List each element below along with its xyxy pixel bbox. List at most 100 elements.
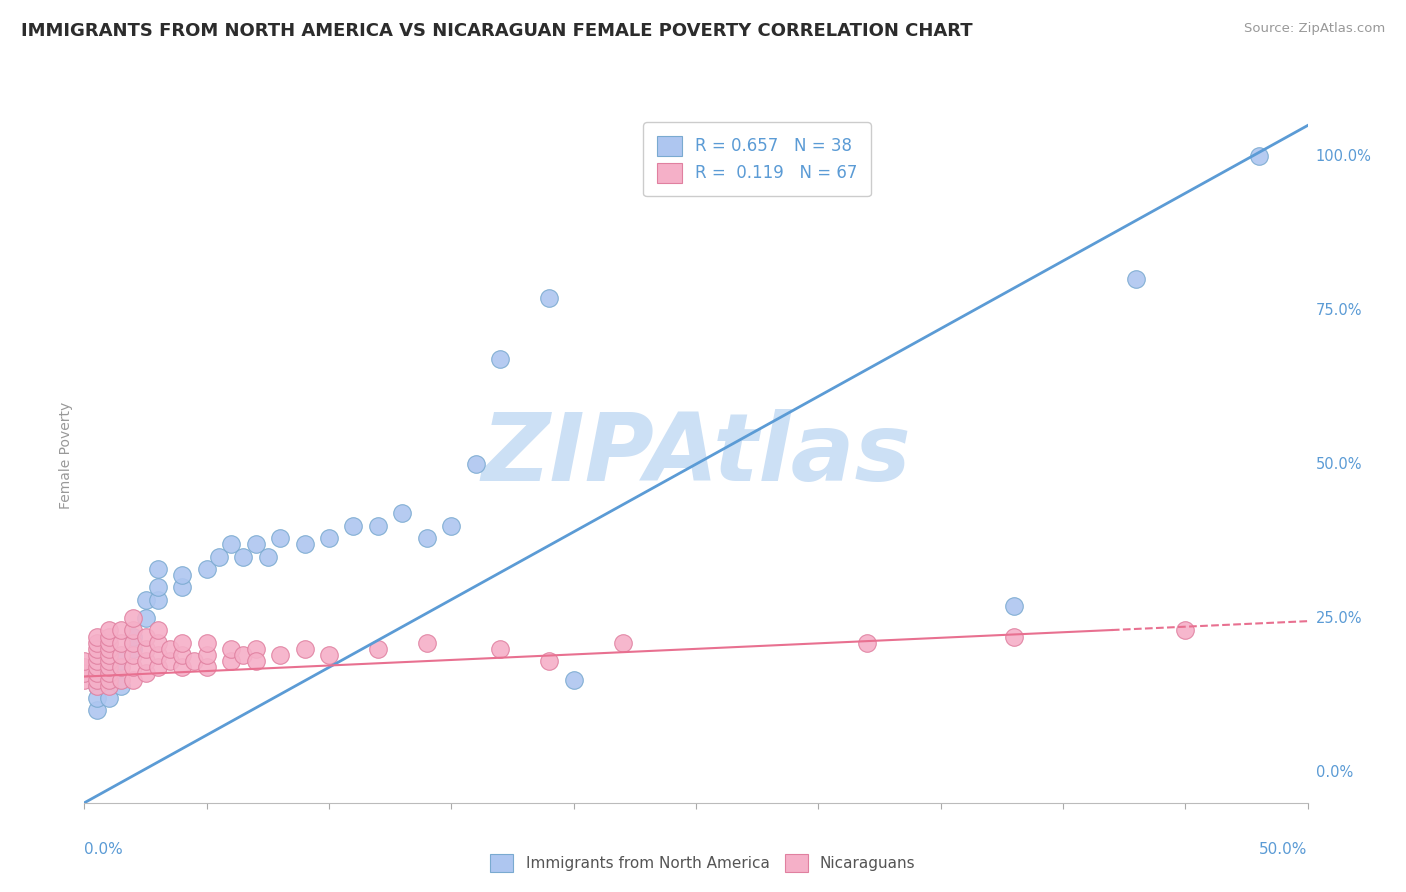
Point <box>1002 599 1025 613</box>
Point <box>612 636 634 650</box>
Point <box>122 660 145 674</box>
Point <box>269 531 291 545</box>
Point <box>135 666 157 681</box>
Point <box>97 660 120 674</box>
Point <box>294 537 316 551</box>
Point <box>464 457 486 471</box>
Point <box>86 654 108 668</box>
Point <box>86 679 108 693</box>
Point <box>110 679 132 693</box>
Point <box>110 673 132 687</box>
Point <box>172 636 194 650</box>
Point <box>135 654 157 668</box>
Text: 0.0%: 0.0% <box>1316 764 1353 780</box>
Point <box>86 691 108 706</box>
Point <box>538 291 561 305</box>
Point <box>1125 272 1147 286</box>
Point <box>110 636 132 650</box>
Point <box>856 636 879 650</box>
Point <box>146 624 169 638</box>
Point <box>1247 149 1270 163</box>
Point <box>219 641 242 656</box>
Point <box>86 641 108 656</box>
Point <box>318 648 340 662</box>
Point <box>245 537 267 551</box>
Text: 50.0%: 50.0% <box>1260 842 1308 856</box>
Point <box>122 641 145 656</box>
Point <box>219 537 242 551</box>
Y-axis label: Female Poverty: Female Poverty <box>59 401 73 508</box>
Text: ZIPAtlas: ZIPAtlas <box>481 409 911 501</box>
Point <box>195 562 218 576</box>
Point <box>195 660 218 674</box>
Point <box>318 531 340 545</box>
Text: Source: ZipAtlas.com: Source: ZipAtlas.com <box>1244 22 1385 36</box>
Point <box>391 507 413 521</box>
Point <box>416 636 439 650</box>
Point <box>122 636 145 650</box>
Point <box>86 666 108 681</box>
Point <box>367 518 389 533</box>
Point <box>86 636 108 650</box>
Point <box>110 624 132 638</box>
Point <box>97 630 120 644</box>
Point <box>172 580 194 594</box>
Point <box>135 641 157 656</box>
Point <box>172 648 194 662</box>
Point <box>97 673 120 687</box>
Point <box>219 654 242 668</box>
Point <box>1174 624 1197 638</box>
Point <box>97 641 120 656</box>
Text: 25.0%: 25.0% <box>1316 611 1362 625</box>
Point <box>97 666 120 681</box>
Point <box>1002 630 1025 644</box>
Point <box>86 648 108 662</box>
Point <box>122 624 145 638</box>
Point <box>73 673 96 687</box>
Point <box>342 518 364 533</box>
Point <box>97 673 120 687</box>
Point <box>146 660 169 674</box>
Point <box>86 630 108 644</box>
Point <box>146 562 169 576</box>
Point <box>146 580 169 594</box>
Point <box>416 531 439 545</box>
Point <box>294 641 316 656</box>
Point <box>183 654 205 668</box>
Point <box>208 549 231 564</box>
Point <box>195 636 218 650</box>
Text: 50.0%: 50.0% <box>1316 457 1362 472</box>
Point <box>245 654 267 668</box>
Point <box>159 654 181 668</box>
Point <box>122 673 145 687</box>
Point <box>232 648 254 662</box>
Point <box>440 518 463 533</box>
Point <box>489 641 512 656</box>
Point <box>122 630 145 644</box>
Point <box>97 654 120 668</box>
Point <box>97 648 120 662</box>
Point <box>538 654 561 668</box>
Point <box>97 666 120 681</box>
Point <box>146 592 169 607</box>
Point <box>86 660 108 674</box>
Point <box>73 654 96 668</box>
Point <box>135 611 157 625</box>
Point <box>367 641 389 656</box>
Text: 0.0%: 0.0% <box>84 842 124 856</box>
Text: IMMIGRANTS FROM NORTH AMERICA VS NICARAGUAN FEMALE POVERTY CORRELATION CHART: IMMIGRANTS FROM NORTH AMERICA VS NICARAG… <box>21 22 973 40</box>
Point <box>135 592 157 607</box>
Point <box>135 630 157 644</box>
Point <box>489 352 512 367</box>
Point <box>172 568 194 582</box>
Point <box>110 654 132 668</box>
Point <box>146 648 169 662</box>
Point <box>562 673 585 687</box>
Point <box>97 691 120 706</box>
Point <box>122 648 145 662</box>
Point <box>146 636 169 650</box>
Point <box>269 648 291 662</box>
Point <box>159 641 181 656</box>
Point <box>122 611 145 625</box>
Point <box>245 641 267 656</box>
